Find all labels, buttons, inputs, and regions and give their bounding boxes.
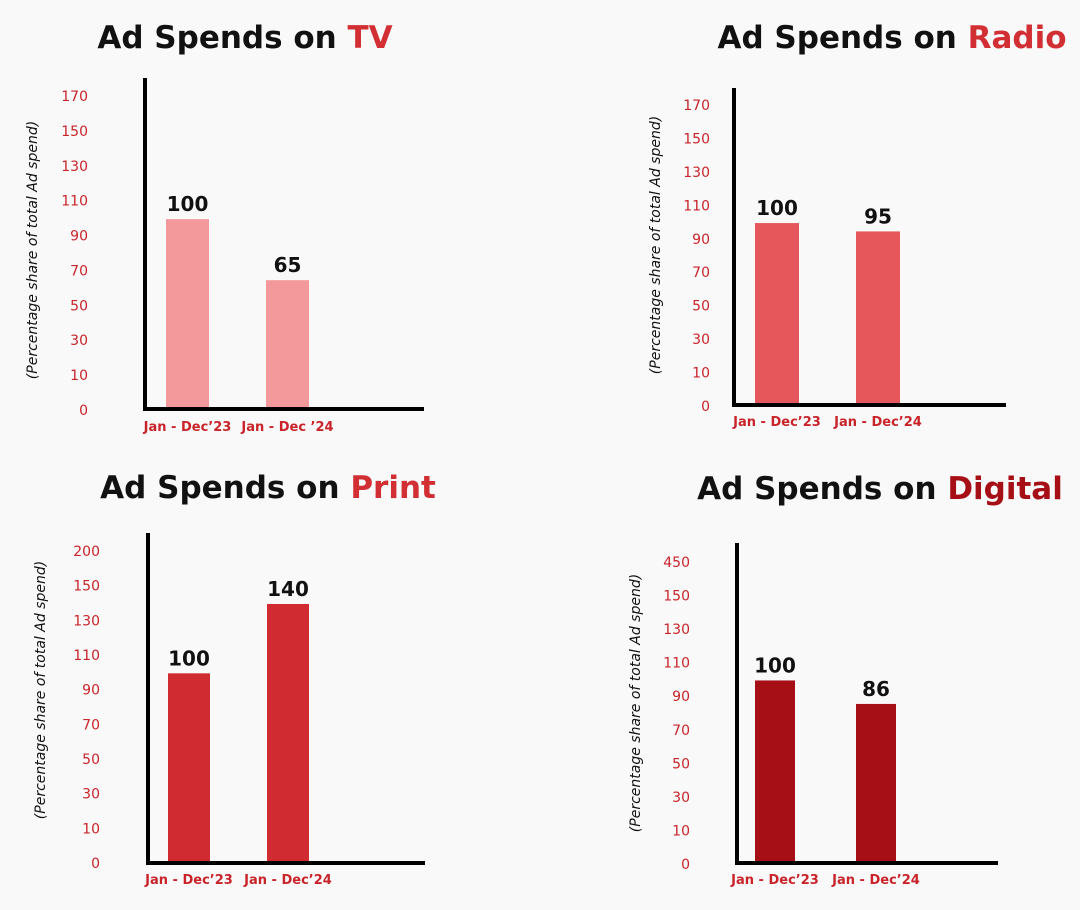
title-highlight: Digital [947, 471, 1063, 507]
title-text: Ad Spends on [100, 470, 339, 506]
y-tick-label: 450 [663, 555, 690, 571]
y-tick-label: 200 [73, 544, 100, 560]
y-tick-label: 30 [82, 787, 100, 803]
y-tick-label: 10 [672, 823, 690, 839]
value-label: 100 [168, 646, 210, 670]
chart-title: Ad Spends on Digital [697, 471, 1063, 507]
y-tick-label: 10 [70, 368, 88, 384]
y-axis-label: (Percentage share of total Ad spend) [33, 561, 49, 819]
y-tick-label: 110 [73, 648, 100, 664]
title-highlight: TV [348, 20, 393, 56]
x-tick-label: Jan - Dec’23 [732, 415, 821, 430]
y-tick-label: 70 [82, 717, 100, 733]
value-label: 100 [756, 196, 798, 220]
chart-title: Ad Spends on Print [100, 470, 436, 506]
y-tick-label: 0 [91, 856, 100, 872]
y-tick-label: 10 [82, 821, 100, 837]
y-tick-label: 130 [73, 613, 100, 629]
chart-panel: Ad Spends on Digital (Percentage share of… [628, 471, 1063, 888]
y-axis-label: (Percentage share of total Ad spend) [648, 116, 664, 374]
value-label: 140 [267, 577, 309, 601]
y-tick-label: 170 [683, 98, 710, 114]
bar [166, 219, 209, 407]
y-tick-label: 90 [82, 683, 100, 699]
x-tick-label: Jan - Dec’24 [243, 873, 332, 888]
y-tick-label: 10 [692, 366, 710, 382]
y-tick-label: 110 [683, 198, 710, 214]
title-text: Ad Spends on [717, 20, 956, 56]
title-highlight: Radio [968, 20, 1067, 56]
y-tick-label: 50 [672, 756, 690, 772]
y-tick-label: 0 [681, 857, 690, 873]
value-label: 95 [864, 204, 892, 228]
y-tick-label: 70 [70, 263, 88, 279]
y-tick-label: 130 [663, 622, 690, 638]
y-tick-label: 150 [683, 131, 710, 147]
value-label: 100 [167, 192, 209, 216]
x-tick-label: Jan - Dec’23 [144, 873, 233, 888]
chart-panel: Ad Spends on Print (Percentage share of t… [33, 470, 436, 888]
chart-title: Ad Spends on Radio [717, 20, 1066, 56]
x-tick-label: Jan - Dec ’24 [240, 420, 333, 435]
x-tick-label: Jan - Dec’24 [831, 873, 920, 888]
y-tick-label: 70 [692, 265, 710, 281]
value-label: 65 [274, 253, 302, 277]
bar [168, 673, 210, 861]
x-tick-label: Jan - Dec’23 [730, 873, 819, 888]
chart-title: Ad Spends on TV [97, 20, 392, 56]
y-tick-label: 130 [683, 165, 710, 181]
y-tick-label: 90 [70, 229, 88, 245]
y-tick-label: 30 [70, 333, 88, 349]
y-tick-label: 90 [692, 232, 710, 248]
y-tick-label: 130 [61, 159, 88, 175]
y-tick-label: 50 [82, 752, 100, 768]
y-tick-label: 110 [663, 656, 690, 672]
y-tick-label: 70 [672, 723, 690, 739]
y-tick-label: 0 [701, 399, 710, 415]
bar [856, 231, 900, 403]
y-axis-label: (Percentage share of total Ad spend) [25, 121, 41, 379]
value-label: 100 [754, 653, 796, 677]
chart-panel: Ad Spends on Radio (Percentage share of t… [648, 20, 1067, 430]
bar [267, 604, 309, 861]
chart-panel: Ad Spends on TV (Percentage share of tota… [25, 20, 424, 435]
y-tick-label: 170 [61, 89, 88, 105]
title-text: Ad Spends on [97, 20, 336, 56]
y-tick-label: 0 [79, 403, 88, 419]
y-tick-label: 110 [61, 194, 88, 210]
y-tick-label: 150 [73, 579, 100, 595]
y-tick-label: 90 [672, 689, 690, 705]
bar [266, 280, 309, 407]
value-label: 86 [862, 677, 890, 701]
title-highlight: Print [350, 470, 436, 506]
title-text: Ad Spends on [697, 471, 936, 507]
y-tick-label: 150 [61, 124, 88, 140]
x-tick-label: Jan - Dec’24 [833, 415, 922, 430]
y-tick-label: 30 [672, 790, 690, 806]
x-tick-label: Jan - Dec’23 [143, 420, 232, 435]
y-tick-label: 50 [70, 298, 88, 314]
bar [856, 703, 896, 861]
y-tick-label: 150 [663, 589, 690, 605]
bar [755, 680, 795, 861]
bar [755, 223, 799, 403]
y-tick-label: 30 [692, 332, 710, 348]
y-tick-label: 50 [692, 299, 710, 315]
y-axis-label: (Percentage share of total Ad spend) [628, 574, 644, 832]
